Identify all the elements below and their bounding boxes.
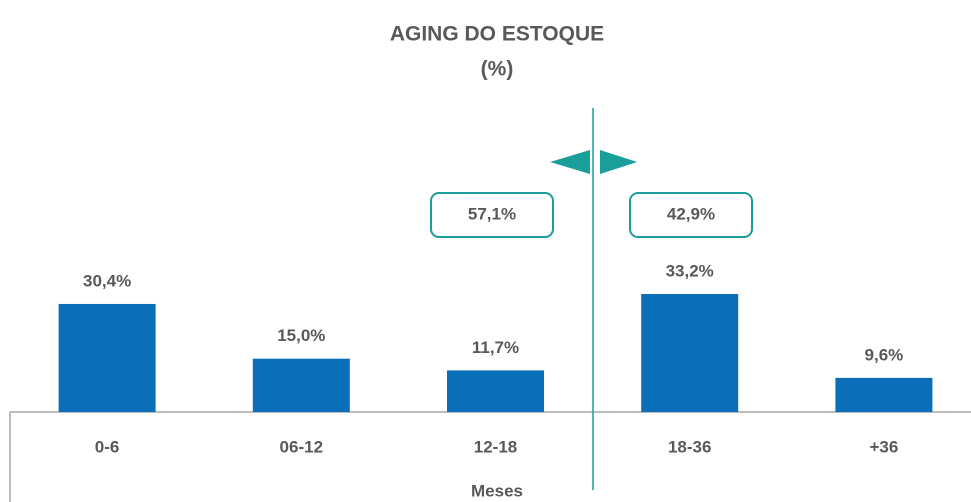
- value-label: 30,4%: [83, 271, 131, 290]
- x-tick-label: 12-18: [474, 437, 517, 456]
- annotation: 42,9%: [667, 204, 715, 223]
- bar: [252, 358, 350, 412]
- arrow-right: [600, 150, 637, 174]
- x-tick-label: 06-12: [280, 437, 323, 456]
- bar: [447, 370, 544, 412]
- value-label: 33,2%: [666, 261, 714, 280]
- arrow-left: [550, 150, 590, 174]
- value-label: 9,6%: [865, 345, 904, 364]
- annotation-box: [629, 192, 753, 238]
- annotation-box: [430, 192, 554, 238]
- x-tick-label: 18-36: [668, 437, 711, 456]
- bar: [58, 303, 156, 412]
- value-label: 15,0%: [277, 326, 325, 345]
- chart-subtitle: (%): [481, 58, 514, 81]
- bar: [641, 294, 739, 412]
- bar: [835, 377, 933, 412]
- chart-title: AGING DO ESTOQUE: [390, 23, 604, 46]
- x-axis-label: Meses: [471, 481, 523, 500]
- x-tick-label: 0-6: [95, 437, 120, 456]
- value-label: 11,7%: [472, 338, 519, 357]
- x-tick-label: +36: [869, 437, 898, 456]
- annotation: 57,1%: [468, 204, 516, 223]
